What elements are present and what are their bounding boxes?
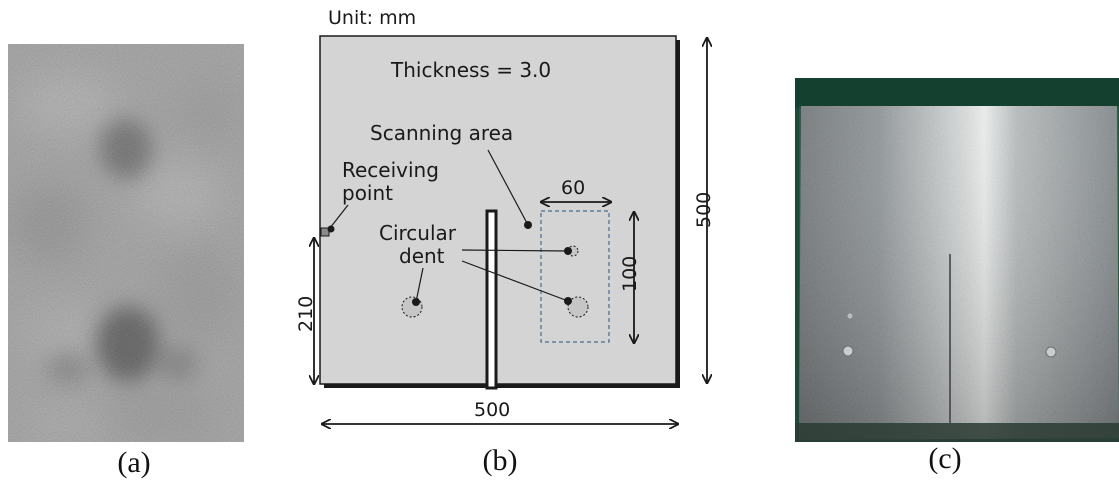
receiving-point-label-line2: point	[342, 181, 393, 205]
photo-dent-left	[842, 345, 854, 357]
panel-c: (c)	[795, 78, 1119, 475]
circular-dent-leader-bottom-dot	[564, 297, 572, 305]
circular-dent-leader-top	[461, 249, 569, 252]
photo-dent-right	[1045, 346, 1057, 358]
receiving-point-label-line1: Receiving	[342, 158, 439, 182]
plate-photo	[795, 78, 1119, 442]
scanning-area-leader	[487, 149, 529, 226]
circular-dent-scan-bottom	[567, 296, 589, 318]
circular-dent-leader-top-dot	[564, 247, 572, 255]
circular-dent-leader-left	[415, 267, 424, 303]
plate	[319, 35, 677, 385]
scanning-area-label: Scanning area	[370, 121, 513, 145]
dim-scan-height: 100	[619, 256, 641, 292]
dim-plate-width: 500	[474, 399, 510, 421]
receiving-point-leader-dot	[327, 225, 335, 233]
slit	[485, 209, 498, 390]
scanning-area	[540, 210, 610, 343]
photo-dent-small	[847, 313, 853, 319]
circular-dent-label-line2: dent	[399, 244, 445, 268]
dim-scan-width: 60	[561, 177, 585, 199]
circular-dent-leader-left-dot	[412, 298, 420, 306]
circular-dent-leader-bottom	[461, 260, 569, 302]
dim-receiver-height: 210	[295, 296, 317, 332]
scanning-area-leader-dot	[524, 221, 532, 229]
plate-schematic: Unit: mm Thickness = 3.0 Scanning area 6…	[295, 7, 715, 480]
dim-plate-height: 500	[693, 192, 715, 228]
receiving-point-leader	[329, 204, 349, 229]
panel-b: Unit: mm Thickness = 3.0 Scanning area 6…	[290, 0, 750, 480]
scan-result-image	[8, 44, 244, 444]
panel-b-caption: (b)	[482, 444, 518, 477]
panel-a-caption: (a)	[117, 446, 151, 479]
unit-label: Unit: mm	[328, 7, 416, 29]
thickness-label: Thickness = 3.0	[390, 58, 551, 82]
circular-dent-label-line1: Circular	[379, 221, 457, 245]
panel-c-caption: (c)	[928, 442, 962, 475]
panel-a: (a)	[8, 44, 244, 479]
receiving-point-marker	[320, 227, 330, 237]
